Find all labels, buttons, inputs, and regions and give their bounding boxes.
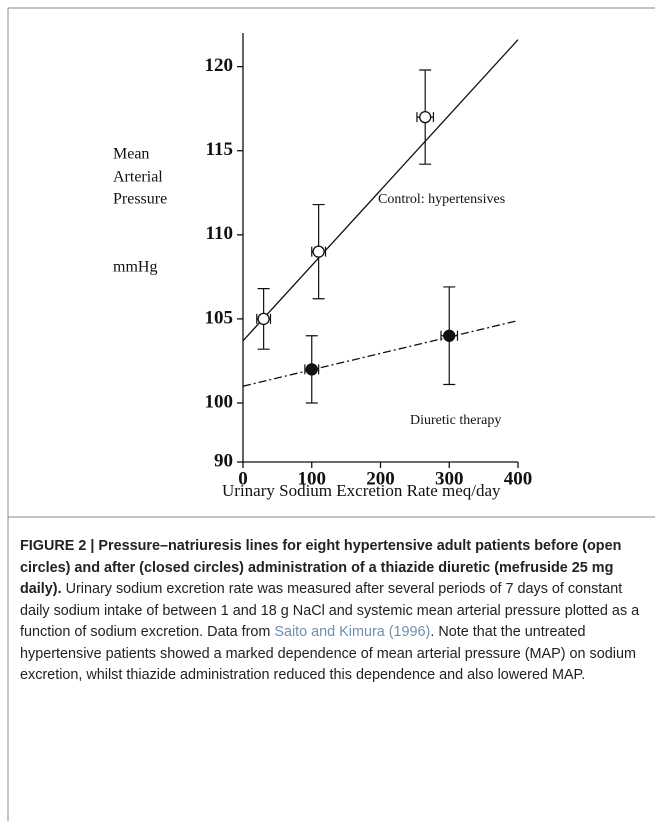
- data-point: [443, 329, 456, 342]
- caption: FIGURE 2 | Pressure–natriuresis lines fo…: [20, 536, 642, 687]
- y-label: Mean: [113, 146, 149, 163]
- fit-line: [242, 319, 519, 387]
- citation-link[interactable]: Saito and Kimura (1996): [274, 624, 431, 640]
- y-tick-label: 110: [206, 223, 233, 244]
- data-point: [312, 245, 325, 258]
- y-tick-label: 100: [205, 391, 234, 412]
- y-unit: mmHg: [113, 259, 157, 276]
- data-point: [419, 110, 432, 124]
- data-point: [257, 312, 270, 326]
- fit-line: [242, 39, 519, 342]
- x-tick-label: 200: [366, 468, 395, 489]
- y-tick-label: 115: [206, 139, 233, 160]
- y-label: Pressure: [113, 191, 167, 208]
- x-label: Urinary Sodium Excretion Rate meq/day: [222, 481, 501, 500]
- series-label: Diuretic therapy: [410, 413, 501, 428]
- caption-title: FIGURE 2 | Pressure–natriuresis lines fo…: [20, 538, 622, 597]
- x-tick-label: 300: [435, 468, 464, 489]
- x-tick-label: 100: [298, 468, 327, 489]
- y-label: Arterial: [113, 169, 163, 186]
- y-tick-label: 90: [214, 450, 233, 471]
- y-tick-label: 105: [205, 307, 234, 328]
- y-tick-label: 120: [205, 55, 234, 76]
- x-tick-label: 400: [504, 468, 533, 489]
- data-point: [305, 363, 318, 376]
- caption-text: . Note that the untreated hypertensive p…: [20, 624, 636, 683]
- series-label: Control: hypertensives: [378, 192, 505, 207]
- caption-text: Urinary sodium excretion rate was measur…: [20, 581, 640, 640]
- x-tick-label: 0: [238, 468, 248, 489]
